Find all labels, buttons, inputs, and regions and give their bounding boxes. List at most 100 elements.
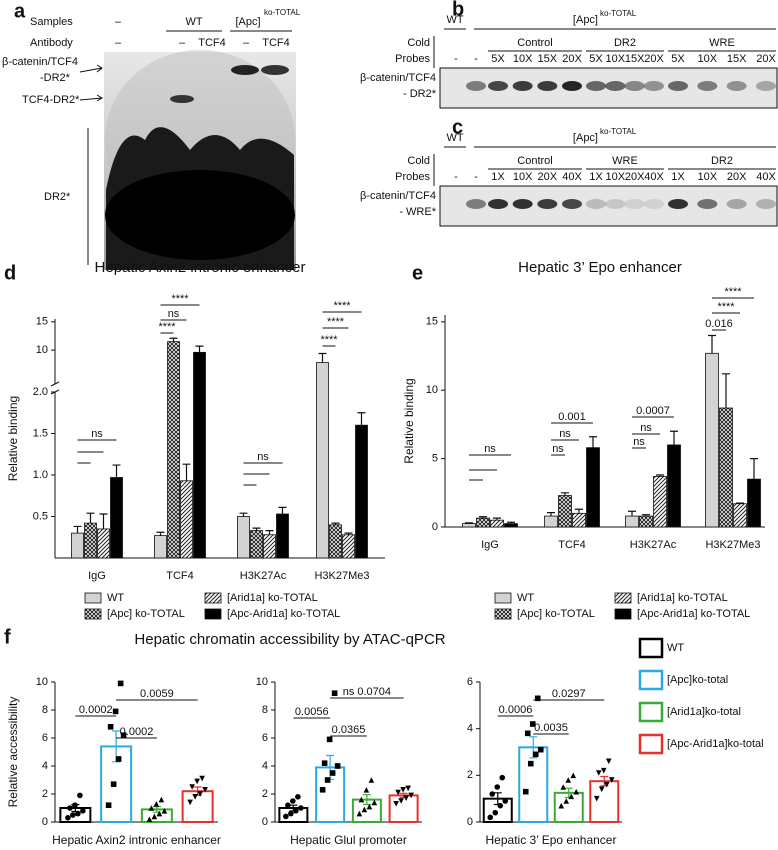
row-label: Samples — [30, 16, 73, 28]
error-bar — [736, 502, 744, 504]
lane-label: 15X — [538, 53, 558, 65]
legend-label: [Apc-Arid1a] ko-TOTAL — [637, 608, 750, 620]
y-tick-label: 8 — [42, 704, 48, 716]
bar — [84, 522, 97, 559]
legend-swatch — [638, 701, 664, 723]
bar — [71, 532, 84, 559]
data-point — [194, 778, 200, 785]
bar — [276, 513, 289, 559]
legend-swatch — [614, 608, 632, 620]
panel-letter: d — [4, 262, 16, 284]
lane-label: 10X — [698, 53, 718, 65]
significance-label: ns — [257, 451, 269, 463]
error-bar — [252, 527, 261, 531]
y-tick-label: 2 — [467, 769, 473, 781]
data-point — [598, 786, 605, 793]
data-point — [527, 760, 534, 767]
bar — [558, 495, 572, 528]
legend-label: [Apc-Arid1a]ko-total — [667, 738, 764, 750]
data-point — [285, 802, 291, 808]
legend-swatch — [204, 608, 222, 620]
significance-label: 0.0007 — [636, 405, 670, 417]
bar — [250, 530, 263, 559]
error-bar — [239, 512, 248, 517]
lane-label: 10X — [513, 171, 533, 183]
error-bar — [195, 345, 204, 353]
y-tick-label: 6 — [262, 732, 268, 744]
bar — [586, 447, 600, 528]
lane-label: 20X — [625, 171, 645, 183]
data-point — [67, 805, 73, 811]
lane-label: 15X — [625, 53, 645, 65]
gel-band — [512, 81, 533, 91]
row-label: Probes — [395, 53, 430, 65]
legend-swatch — [84, 608, 102, 620]
data-point — [492, 809, 499, 816]
row-label: Cold — [407, 155, 430, 167]
lane-label: 40X — [756, 171, 776, 183]
data-point — [524, 730, 531, 737]
data-point — [403, 795, 409, 801]
data-point — [153, 801, 160, 807]
group-label: WRE — [612, 155, 638, 167]
gel-free-probe — [105, 170, 295, 260]
sample-label: WT — [185, 16, 202, 28]
legend-swatch — [494, 592, 512, 604]
bar — [490, 519, 504, 528]
significance-label: 0.0297 — [552, 688, 586, 700]
x-tick-label: H3K27Ac — [240, 570, 287, 582]
bar — [110, 477, 123, 559]
sample-label: [Apc] — [573, 14, 598, 26]
group-label: Control — [517, 155, 552, 167]
lane-label: 5X — [671, 53, 685, 65]
lane-label: 1X — [671, 171, 685, 183]
data-point — [107, 724, 114, 730]
significance-label: ns — [559, 428, 571, 440]
error-bar — [465, 522, 473, 524]
significance-label: ns 0.0704 — [343, 686, 391, 698]
x-tick-label: H3K27Me3 — [314, 570, 369, 582]
gel-band — [697, 81, 718, 91]
gel-band — [231, 65, 259, 75]
gel-band — [586, 199, 606, 209]
error-bar — [670, 430, 678, 445]
error-bar — [156, 531, 165, 536]
data-point — [115, 756, 122, 762]
significance-label: ns — [168, 308, 180, 320]
significance-label: 0.0365 — [332, 724, 366, 736]
error-bar — [357, 412, 366, 426]
x-tick-label: IgG — [481, 539, 499, 551]
bar — [544, 515, 558, 528]
bar — [263, 534, 276, 559]
panel-letter: e — [412, 262, 423, 284]
row-label: Cold — [407, 37, 430, 49]
data-point — [77, 792, 83, 799]
lane-label: 20X — [538, 171, 558, 183]
error-bar — [722, 373, 730, 409]
bar — [747, 478, 761, 528]
data-point — [603, 781, 610, 788]
band-label: β-catenin/TCF4 — [360, 72, 436, 84]
data-point — [293, 808, 299, 814]
data-point — [199, 775, 205, 782]
bar — [719, 407, 733, 528]
legend-label: WT — [667, 642, 684, 654]
gel-band — [605, 81, 626, 91]
data-point — [529, 721, 536, 727]
legend-swatch — [638, 669, 664, 691]
error-bar — [561, 492, 569, 496]
y-tick-label: 0 — [432, 521, 438, 533]
data-point — [368, 777, 375, 783]
data-point — [334, 763, 341, 769]
data-point — [608, 777, 615, 783]
y-tick-label: 2 — [42, 788, 48, 800]
y-tick-label: 4 — [467, 723, 473, 735]
panel-letter: b — [452, 0, 464, 20]
antibody-label: – — [115, 37, 122, 49]
error-bar — [507, 521, 515, 524]
data-point — [593, 795, 600, 802]
lane-label: 40X — [644, 171, 664, 183]
bar — [97, 528, 110, 559]
y-tick-label: 4 — [262, 760, 268, 772]
